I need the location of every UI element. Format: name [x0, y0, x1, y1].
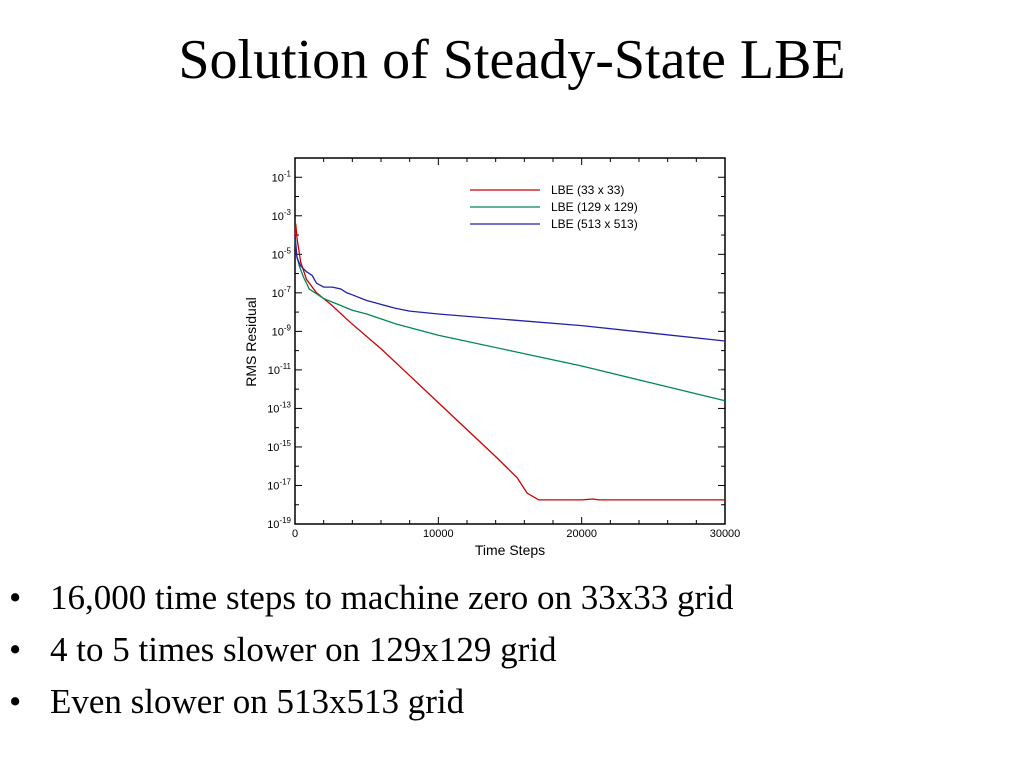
- y-tick-label: 10-9: [272, 323, 292, 338]
- series-line: [294, 238, 726, 402]
- legend: LBE (33 x 33) LBE (129 x 129) LBE (513 x 5…: [470, 183, 638, 231]
- y-tick-label: 10-19: [267, 516, 291, 531]
- x-axis-label: Time Steps: [475, 542, 545, 558]
- x-axis: 0 10000 20000 30000: [292, 158, 740, 540]
- y-tick-label: 10-3: [272, 208, 292, 223]
- y-tick-label: 10-13: [267, 400, 291, 415]
- bullet-text: 4 to 5 times slower on 129x129 grid: [50, 630, 557, 669]
- x-tick-label: 10000: [423, 528, 454, 540]
- x-tick-label: 30000: [710, 528, 741, 540]
- series-line: [294, 235, 726, 342]
- y-axis: 10-1 10-3 10-5 10-7 10-9 10-11 10-13 10-15 10-17…: [267, 157, 725, 531]
- legend-label: LBE (129 x 129): [551, 200, 638, 214]
- bullet-item: • Even slower on 513x513 grid: [0, 676, 1024, 728]
- bullet-marker: •: [9, 630, 22, 669]
- legend-label: LBE (513 x 513): [551, 217, 638, 231]
- bullet-item: • 16,000 time steps to machine zero on 33…: [0, 572, 1024, 624]
- bullet-marker: •: [9, 682, 22, 721]
- series-group: [294, 223, 726, 501]
- y-axis-label: RMS Residual: [243, 297, 259, 386]
- series-line: [294, 223, 725, 501]
- y-tick-label: 10-11: [268, 362, 292, 377]
- y-tick-label: 10-7: [272, 285, 292, 300]
- y-tick-label: 10-1: [272, 169, 292, 184]
- x-tick-label: 0: [292, 528, 298, 540]
- bullet-item: • 4 to 5 times slower on 129x129 grid: [0, 624, 1024, 676]
- y-tick-label: 10-15: [267, 439, 291, 454]
- x-tick-label: 20000: [566, 528, 597, 540]
- bullet-text: Even slower on 513x513 grid: [50, 682, 465, 721]
- legend-label: LBE (33 x 33): [551, 183, 624, 197]
- bullet-text: 16,000 time steps to machine zero on 33x…: [50, 578, 734, 617]
- bullet-list: • 16,000 time steps to machine zero on 33…: [0, 572, 1024, 728]
- slide-title: Solution of Steady-State LBE: [178, 29, 846, 91]
- plot-frame: [294, 157, 726, 525]
- y-tick-label: 10-17: [267, 477, 291, 492]
- bullet-marker: •: [9, 578, 22, 617]
- y-tick-label: 10-5: [272, 246, 292, 261]
